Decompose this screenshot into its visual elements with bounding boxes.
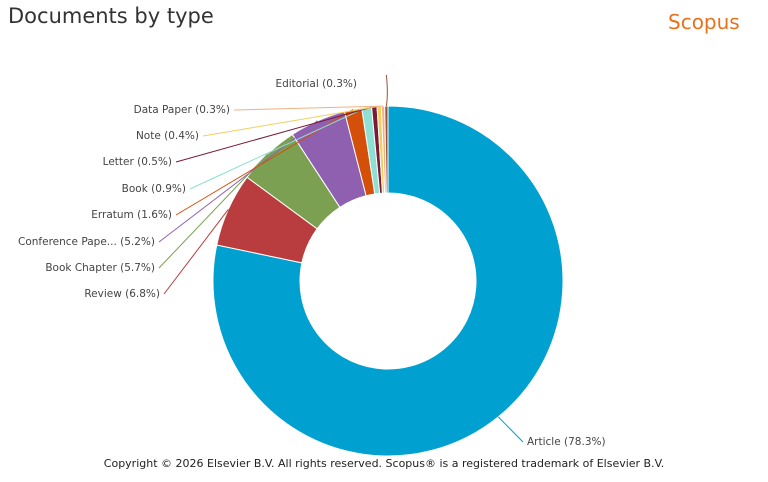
data-label: Note (0.4%) [136, 130, 199, 142]
data-label: Book (0.9%) [122, 183, 186, 195]
data-label: Review (6.8%) [84, 288, 160, 300]
leader-line [163, 209, 229, 295]
leader-line [175, 106, 375, 163]
data-label: Conference Pape... (5.2%) [18, 236, 155, 248]
data-label: Letter (0.5%) [103, 156, 172, 168]
scopus-logo[interactable]: Scopus [668, 10, 740, 34]
slice-article[interactable] [212, 105, 564, 457]
data-label: Erratum (1.6%) [91, 209, 172, 221]
leader-line [189, 106, 367, 190]
leader-line [158, 120, 318, 243]
slice-editorial[interactable] [384, 105, 389, 194]
leader-line [497, 416, 524, 443]
leader-line [385, 74, 388, 107]
leader-line [233, 105, 384, 111]
leader-line [202, 105, 380, 137]
data-label: Book Chapter (5.7%) [45, 262, 155, 274]
chart-title: Documents by type [8, 4, 214, 28]
data-label: Article (78.3%) [527, 436, 606, 448]
data-label: Data Paper (0.3%) [134, 104, 230, 116]
copyright-text: Copyright © 2026 Elsevier B.V. All right… [103, 457, 665, 470]
data-label: Editorial (0.3%) [275, 78, 357, 90]
